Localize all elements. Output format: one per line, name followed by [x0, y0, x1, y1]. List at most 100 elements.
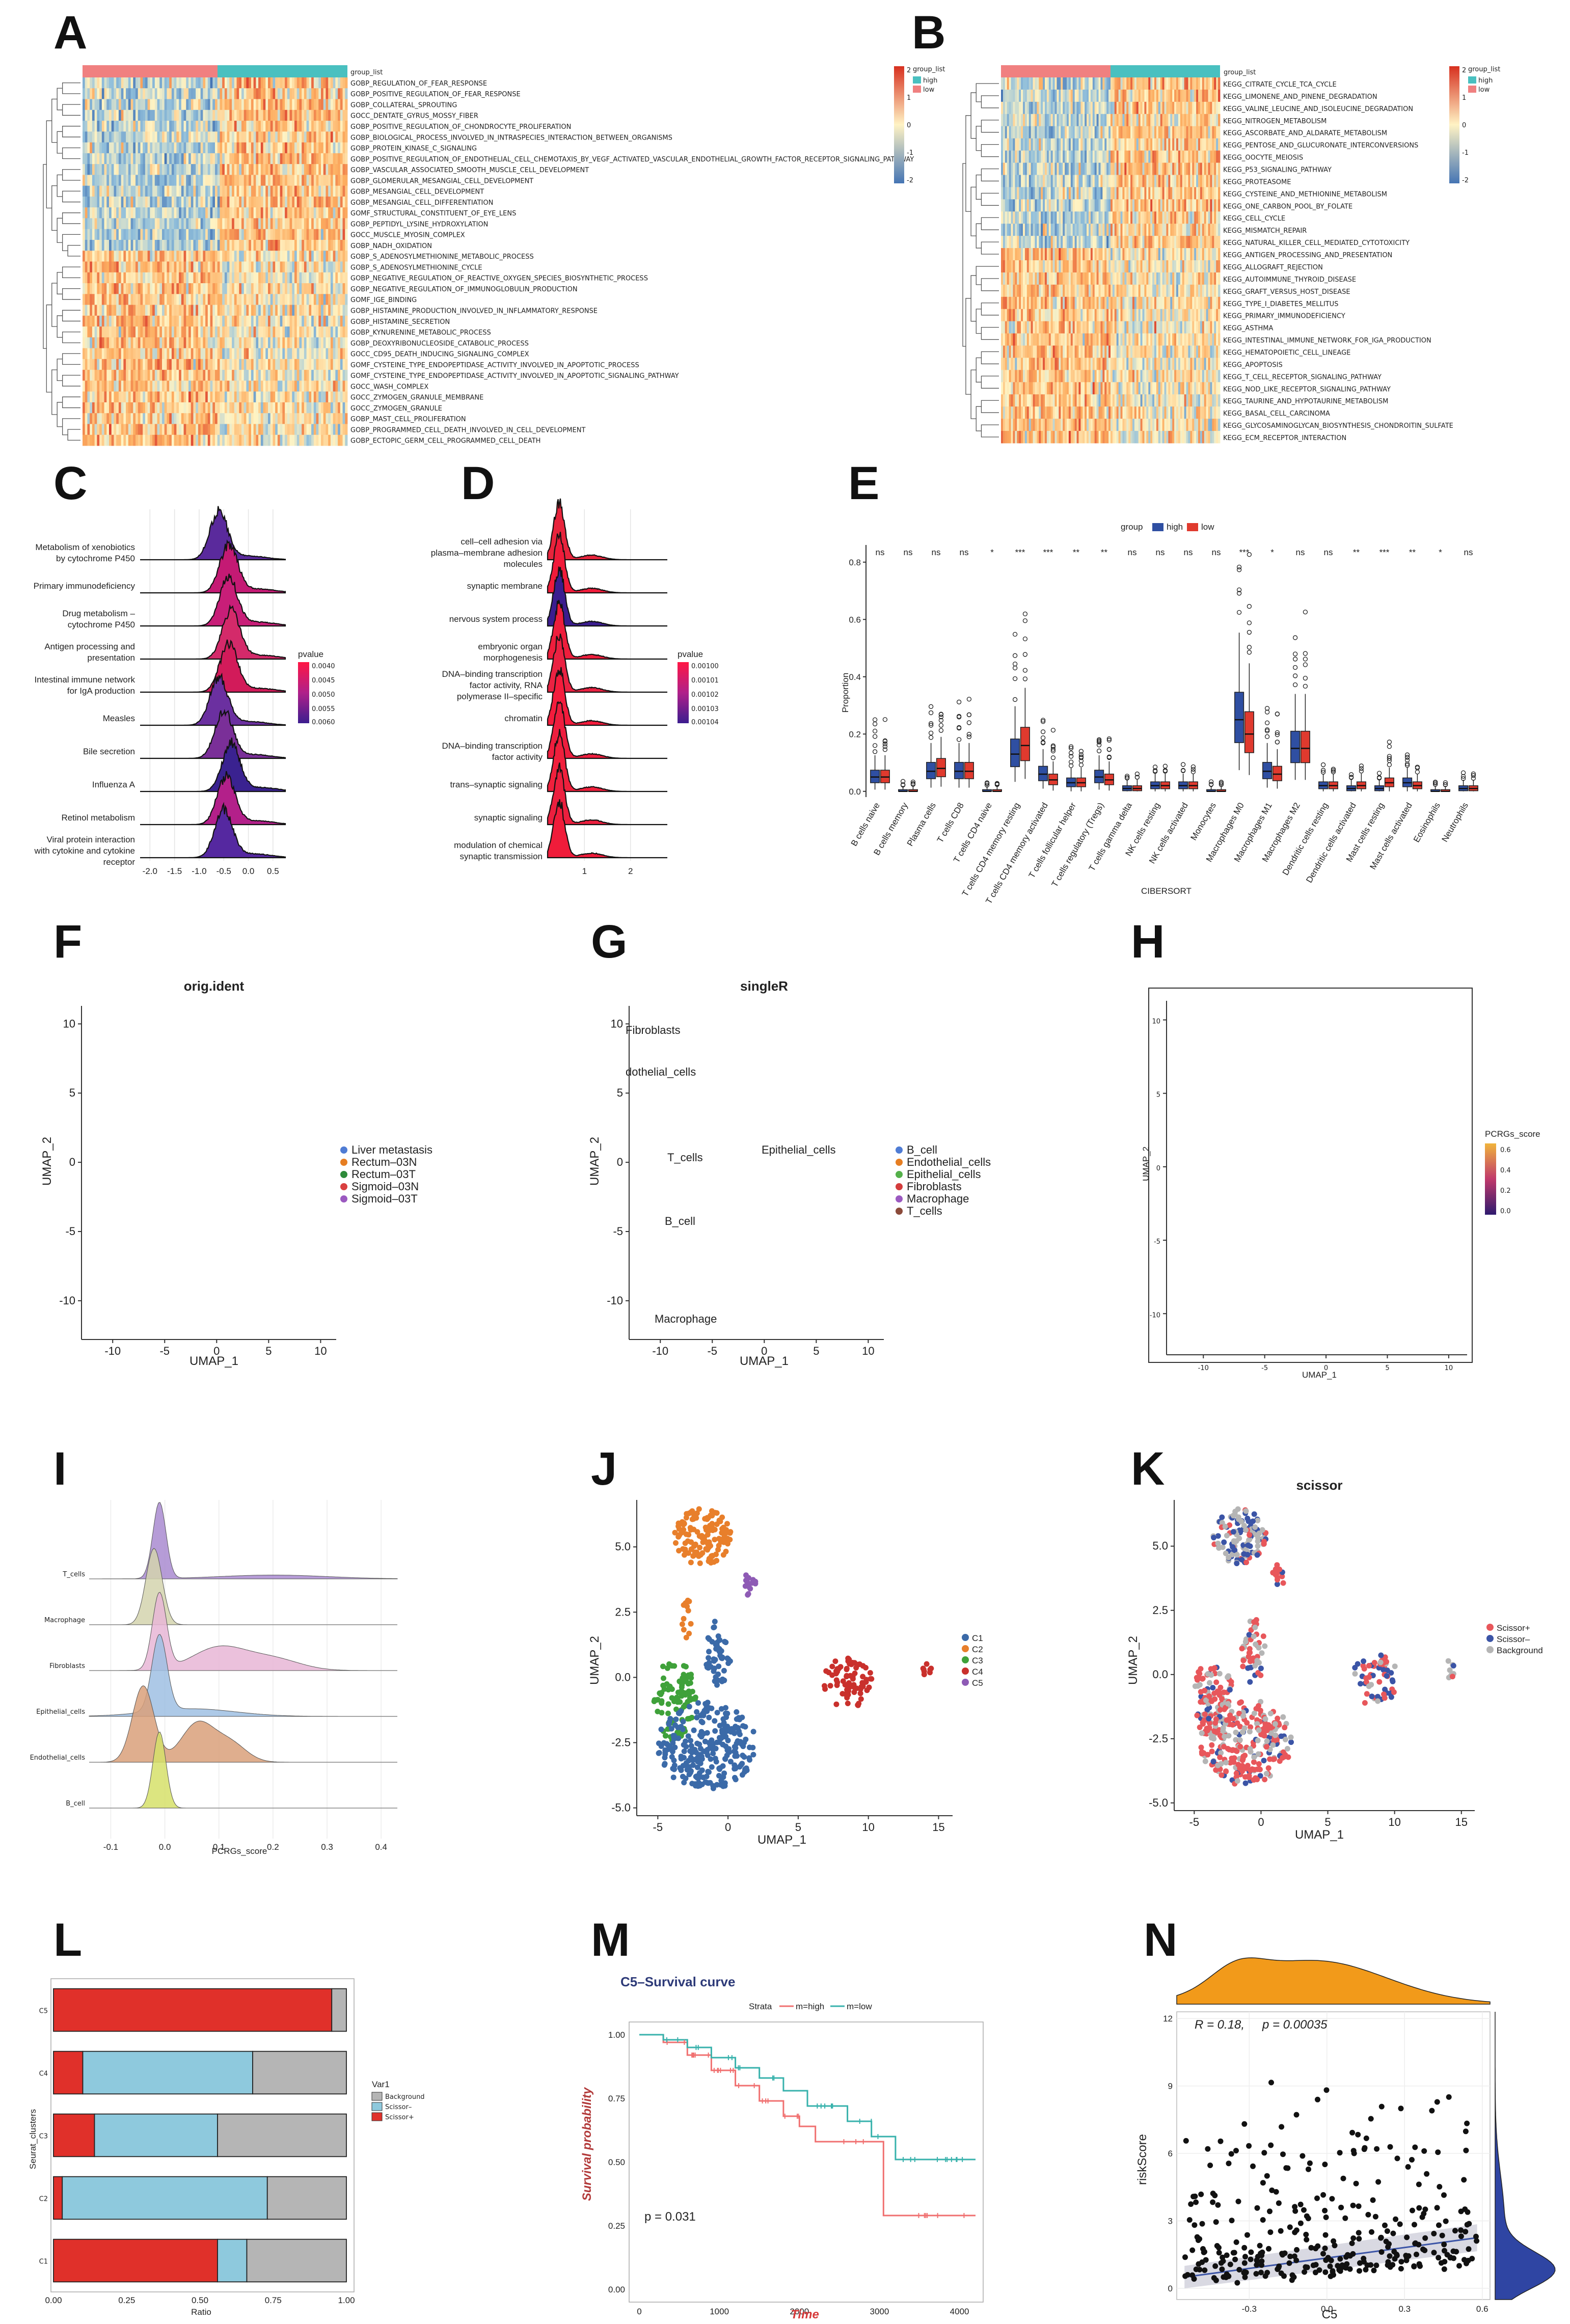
- heatmap-cell: [118, 424, 122, 435]
- heatmap-cell: [229, 370, 232, 381]
- heatmap-cell: [169, 370, 172, 381]
- heatmap-cell: [296, 218, 300, 230]
- heatmap-cell: [212, 218, 215, 230]
- heatmap-cell: [196, 348, 199, 360]
- heatmap-cell: [1146, 101, 1149, 115]
- heatmap-cell: [285, 239, 288, 251]
- heatmap-cell: [340, 196, 343, 208]
- heatmap-cell: [268, 337, 271, 349]
- heatmap-cell: [273, 239, 276, 251]
- heatmap-cell: [186, 77, 189, 89]
- heatmap-cell: [258, 359, 261, 370]
- heatmap-cell: [92, 153, 95, 165]
- heatmap-cell: [1017, 77, 1019, 90]
- heatmap-cell: [338, 131, 341, 143]
- heatmap-cell: [203, 261, 206, 273]
- heatmap-cell: [328, 283, 331, 294]
- heatmap-cell: [224, 229, 228, 240]
- heatmap-cell: [1166, 77, 1169, 90]
- heatmap-cell: [183, 261, 186, 273]
- heatmap-cell: [232, 359, 235, 370]
- heatmap-cell: [94, 315, 97, 327]
- heatmap-cell: [236, 380, 239, 392]
- heatmap-cell: [1190, 126, 1193, 139]
- heatmap-cell: [287, 402, 290, 414]
- heatmap-row-label: GOBP_VASCULAR_ASSOCIATED_SMOOTH_MUSCLE_C…: [350, 167, 589, 174]
- heatmap-cell: [198, 326, 201, 338]
- heatmap-cell: [1052, 77, 1055, 90]
- heatmap-cell: [232, 239, 235, 251]
- heatmap-cell: [140, 142, 143, 154]
- heatmap-cell: [246, 77, 249, 89]
- heatmap-cell: [1087, 199, 1089, 212]
- heatmap-cell: [198, 153, 201, 165]
- heatmap-cell: [1142, 175, 1145, 187]
- heatmap-cell: [227, 164, 230, 175]
- heatmap-cell: [306, 391, 309, 403]
- legend-tick: 1: [907, 94, 911, 102]
- heatmap-cell: [304, 413, 307, 424]
- heatmap-cell: [94, 218, 97, 230]
- heatmap-cell: [260, 283, 263, 294]
- heatmap-cell: [287, 305, 290, 316]
- heatmap-cell: [323, 239, 326, 251]
- heatmap-cell: [104, 402, 107, 414]
- heatmap-cell: [114, 380, 117, 392]
- heatmap-cell: [167, 294, 170, 305]
- heatmap-cell: [1072, 114, 1075, 127]
- heatmap-cell: [294, 131, 297, 143]
- heatmap-cell: [1210, 77, 1212, 90]
- heatmap-cell: [1162, 187, 1165, 200]
- heatmap-cell: [1078, 175, 1081, 187]
- heatmap-cell: [1134, 150, 1137, 163]
- heatmap-cell: [1154, 150, 1157, 163]
- heatmap-cell: [304, 402, 307, 414]
- heatmap-cell: [1136, 101, 1139, 115]
- heatmap-cell: [85, 229, 88, 240]
- heatmap-cell: [273, 380, 276, 392]
- heatmap-cell: [1210, 89, 1212, 102]
- heatmap-cell: [1065, 187, 1067, 200]
- heatmap-cell: [1098, 89, 1101, 102]
- heatmap-cell: [1188, 150, 1190, 163]
- heatmap-cell: [249, 315, 252, 327]
- heatmap-cell: [215, 272, 218, 284]
- heatmap-cell: [1076, 199, 1079, 212]
- heatmap-cell: [1124, 138, 1127, 151]
- heatmap-cell: [179, 348, 182, 360]
- heatmap-cell: [154, 326, 157, 338]
- heatmap-cell: [260, 131, 263, 143]
- heatmap-cell: [167, 239, 170, 251]
- heatmap-cell: [333, 370, 336, 381]
- heatmap-cell: [90, 413, 93, 424]
- heatmap-cell: [109, 370, 112, 381]
- heatmap-cell: [196, 391, 199, 403]
- heatmap-cell: [268, 315, 271, 327]
- heatmap-cell: [133, 251, 136, 262]
- heatmap-cell: [174, 348, 177, 360]
- dendrogram-branch: [62, 169, 80, 181]
- heatmap-cell: [292, 239, 295, 251]
- heatmap-cell: [342, 434, 345, 446]
- heatmap-cell: [1019, 114, 1021, 127]
- heatmap-cell: [1031, 89, 1033, 102]
- heatmap-cell: [243, 434, 247, 446]
- heatmap-cell: [87, 164, 90, 175]
- heatmap-cell: [1208, 114, 1210, 127]
- heatmap-cell: [99, 131, 102, 143]
- heatmap-cell: [126, 380, 129, 392]
- heatmap-cell: [270, 391, 273, 403]
- heatmap-cell: [338, 88, 341, 99]
- heatmap-cell: [1112, 101, 1115, 115]
- heatmap-cell: [143, 337, 146, 349]
- heatmap-cell: [85, 380, 88, 392]
- heatmap-cell: [109, 77, 112, 89]
- heatmap-cell: [136, 413, 139, 424]
- heatmap-cell: [241, 153, 245, 165]
- heatmap-cell: [87, 175, 90, 186]
- heatmap-cell: [224, 283, 228, 294]
- heatmap-cell: [1048, 126, 1051, 139]
- heatmap-cell: [167, 326, 170, 338]
- heatmap-cell: [1126, 126, 1129, 139]
- heatmap-cell: [183, 326, 186, 338]
